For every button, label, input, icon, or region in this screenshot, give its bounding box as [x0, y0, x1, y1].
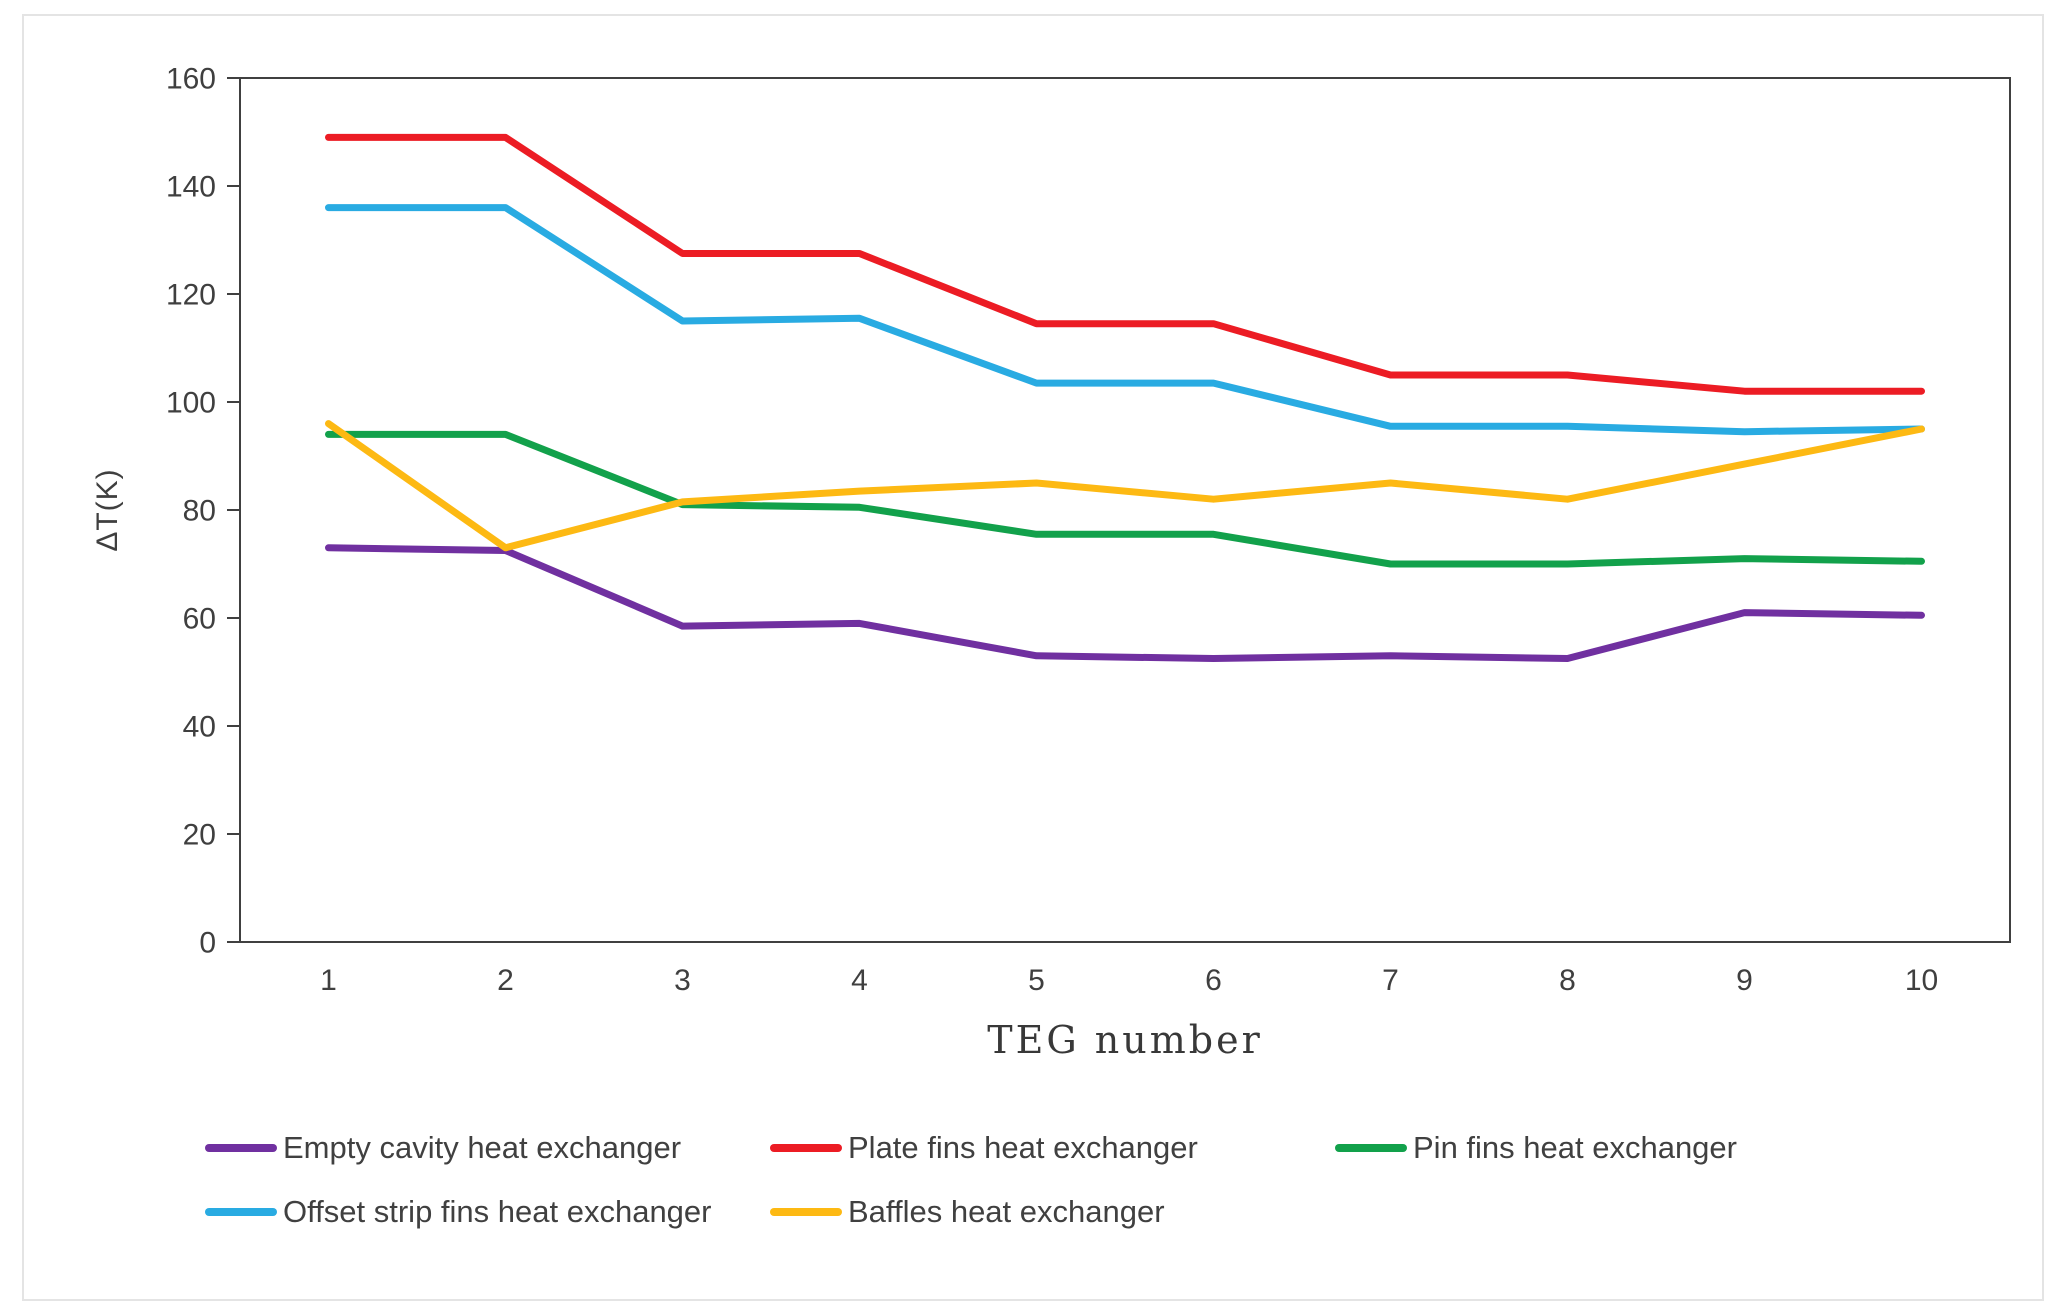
y-tick-label: 60 [183, 603, 216, 636]
series-line-plate-fins-heat-exchanger [325, 133, 1925, 395]
y-tick-label: 120 [166, 279, 216, 312]
y-tick-label: 80 [183, 495, 216, 528]
legend-label: Offset strip fins heat exchanger [283, 1194, 712, 1229]
legend-item-pin-fins[interactable]: Pin fins heat exchanger [1335, 1130, 1900, 1166]
x-tick-label: 5 [1028, 964, 1045, 997]
x-tick-label: 10 [1905, 964, 1938, 997]
legend-label: Plate fins heat exchanger [848, 1130, 1198, 1165]
x-tick-label: 7 [1382, 964, 1399, 997]
legend-item-offset-strip-fins[interactable]: Offset strip fins heat exchanger [205, 1194, 770, 1230]
legend-label: Baffles heat exchanger [848, 1194, 1165, 1229]
legend-swatch-pin-fins [1335, 1144, 1407, 1152]
x-axis-title: TEG number [987, 1018, 1263, 1062]
x-tick-label: 6 [1205, 964, 1222, 997]
legend-swatch-empty-cavity [205, 1144, 277, 1152]
x-tick-label: 8 [1559, 964, 1576, 997]
x-tick-label: 3 [674, 964, 691, 997]
series-line-empty-cavity-heat-exchanger [325, 544, 1925, 662]
x-tick-label: 2 [497, 964, 514, 997]
x-tick-label: 4 [851, 964, 868, 997]
y-axis-title: ΔT(K) [91, 468, 124, 552]
series-line-baffles-heat-exchanger [325, 420, 1925, 552]
legend-item-empty-cavity[interactable]: Empty cavity heat exchanger [205, 1130, 770, 1166]
y-tick-label: 0 [199, 927, 216, 960]
y-tick-label: 140 [166, 171, 216, 204]
legend-item-baffles[interactable]: Baffles heat exchanger [770, 1194, 1335, 1230]
series-line-pin-fins-heat-exchanger [325, 430, 1925, 568]
series-line-offset-strip-fins-heat-exchanger [325, 204, 1925, 436]
legend-label: Empty cavity heat exchanger [283, 1130, 682, 1165]
x-tick-label: 1 [320, 964, 337, 997]
legend-item-plate-fins[interactable]: Plate fins heat exchanger [770, 1130, 1335, 1166]
y-tick-label: 100 [166, 387, 216, 420]
chart-legend: Empty cavity heat exchanger Plate fins h… [205, 1130, 1965, 1230]
legend-swatch-baffles [770, 1208, 842, 1216]
y-tick-label: 160 [166, 63, 216, 96]
y-tick-label: 40 [183, 711, 216, 744]
legend-swatch-offset-strip-fins [205, 1208, 277, 1216]
x-tick-label: 9 [1736, 964, 1753, 997]
legend-swatch-plate-fins [770, 1144, 842, 1152]
legend-label: Pin fins heat exchanger [1413, 1130, 1737, 1165]
y-tick-label: 20 [183, 819, 216, 852]
